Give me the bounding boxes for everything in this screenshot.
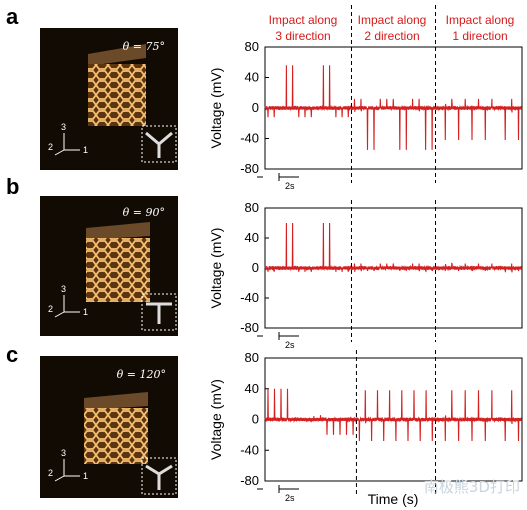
y-axis-label-a: Voltage (mV) bbox=[208, 68, 224, 149]
lattice-block-c bbox=[84, 408, 148, 464]
header-1-line2: 1 direction bbox=[452, 29, 507, 43]
header-1-line1: Impact along bbox=[446, 13, 515, 27]
y-tick-label-c-3: -40 bbox=[240, 442, 259, 457]
axis-num-1-c: 1 bbox=[83, 471, 88, 481]
panel-letter-c: c bbox=[6, 342, 18, 367]
scale-label-b: 2s bbox=[285, 340, 295, 350]
photo-b: θ = 90° 3 2 1 bbox=[40, 196, 178, 336]
header-3-line1: Impact along bbox=[269, 13, 338, 27]
y-tick-label-b-2: 0 bbox=[252, 260, 259, 275]
unit-cell-inset-a bbox=[141, 125, 177, 163]
y-axis-label-c: Voltage (mV) bbox=[208, 379, 224, 460]
unit-cell-inset-c bbox=[141, 457, 177, 495]
x-axis-label: Time (s) bbox=[368, 491, 419, 507]
y-tick-label-a-1: 40 bbox=[245, 70, 259, 85]
axis-num-3-c: 3 bbox=[61, 448, 66, 458]
panel-c: c θ = 120° 3 2 1 bbox=[6, 342, 178, 498]
photo-a: θ = 75° 3 2 1 bbox=[40, 28, 178, 170]
y-tick-label-c-1: 40 bbox=[245, 381, 259, 396]
panel-letter-a: a bbox=[6, 4, 19, 29]
plot-b: 80 40 0 -40 -80 Voltage (mV) 2s bbox=[208, 200, 523, 350]
scale-label-a: 2s bbox=[285, 181, 295, 191]
y-tick-label-b-1: 40 bbox=[245, 230, 259, 245]
photo-c: θ = 120° 3 2 1 bbox=[40, 356, 178, 498]
theta-label-c: θ = 120° bbox=[117, 368, 166, 381]
column-headers: Impact along 3 direction Impact along 2 … bbox=[269, 13, 515, 43]
axis-num-1-b: 1 bbox=[83, 307, 88, 317]
voltage-plots: 80 40 0 -40 -80 Voltage (mV) 2s 80 40 0 -40 -80 Volt… bbox=[208, 5, 523, 503]
axis-num-2-c: 2 bbox=[48, 468, 53, 478]
theta-label-b: θ = 90° bbox=[123, 206, 165, 219]
y-tick-label-c-0: 80 bbox=[245, 350, 259, 365]
y-tick-label-c-4: -80 bbox=[240, 473, 259, 488]
unit-cell-inset-b bbox=[141, 293, 177, 331]
header-3-line2: 3 direction bbox=[275, 29, 330, 43]
y-tick-label-c-2: 0 bbox=[252, 412, 259, 427]
scale-label-c: 2s bbox=[285, 493, 295, 503]
signal-series-c bbox=[264, 388, 523, 442]
signal-series-b bbox=[264, 222, 523, 273]
axis-num-1-a: 1 bbox=[83, 145, 88, 155]
axis-num-3-a: 3 bbox=[61, 122, 66, 132]
axis-num-2-a: 2 bbox=[48, 142, 53, 152]
y-axis-label-b: Voltage (mV) bbox=[208, 228, 224, 309]
axis-triad-a: 3 2 1 bbox=[48, 122, 88, 156]
plot-c: 80 40 0 -40 -80 Voltage (mV) 2s bbox=[208, 350, 523, 503]
lattice-top-b bbox=[86, 222, 150, 240]
y-tick-label-b-4: -80 bbox=[240, 320, 259, 335]
watermark: 南极熊3D打印 bbox=[424, 478, 520, 496]
lattice-block-a bbox=[88, 64, 146, 126]
plot-a: 80 40 0 -40 -80 Voltage (mV) 2s bbox=[208, 5, 523, 191]
header-2-line1: Impact along bbox=[358, 13, 427, 27]
axis-triad-c: 3 2 1 bbox=[48, 448, 88, 482]
header-2-line2: 2 direction bbox=[364, 29, 419, 43]
lattice-top-c bbox=[84, 392, 148, 410]
panel-a: a θ = 75° 3 2 1 bbox=[6, 4, 178, 170]
lattice-block-b bbox=[86, 238, 150, 302]
y-tick-label-a-0: 80 bbox=[245, 39, 259, 54]
panel-b: b θ = 90° 3 2 1 bbox=[6, 174, 178, 336]
axis-triad-b: 3 2 1 bbox=[48, 284, 88, 318]
axis-num-3-b: 3 bbox=[61, 284, 66, 294]
signal-series-a bbox=[264, 65, 523, 150]
y-tick-label-a-3: -40 bbox=[240, 131, 259, 146]
y-tick-label-a-4: -80 bbox=[240, 161, 259, 176]
axis-num-2-b: 2 bbox=[48, 304, 53, 314]
y-tick-label-a-2: 0 bbox=[252, 100, 259, 115]
y-tick-label-b-0: 80 bbox=[245, 200, 259, 215]
y-tick-label-b-3: -40 bbox=[240, 290, 259, 305]
theta-label-a: θ = 75° bbox=[123, 40, 165, 53]
lattice-top-a bbox=[88, 44, 146, 66]
panel-letter-b: b bbox=[6, 174, 19, 199]
